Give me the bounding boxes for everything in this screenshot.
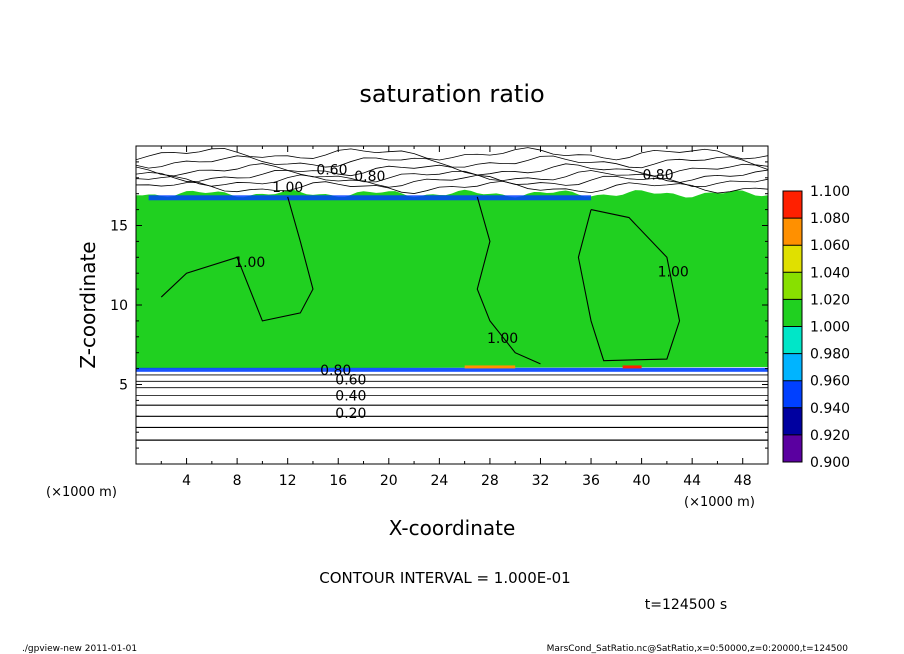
colorbar-tick-label: 0.960 xyxy=(810,374,850,390)
subsaturated-top-band xyxy=(148,195,592,201)
y-tick-label: 5 xyxy=(119,378,128,394)
contour-label: 0.80 xyxy=(320,363,351,379)
x-tick-label: 12 xyxy=(279,473,297,489)
colorbar-tick-label: 1.020 xyxy=(810,292,850,308)
colorbar-segment xyxy=(783,434,802,462)
x-tick-label: 28 xyxy=(481,473,499,489)
x-axis-label: X-coordinate xyxy=(389,516,516,540)
colorbar-segment xyxy=(783,191,802,219)
colorbar-segment xyxy=(783,380,802,408)
contour-line xyxy=(160,196,314,322)
colorbar-segment xyxy=(783,407,802,435)
contour-label: 0.20 xyxy=(335,406,366,422)
contour-label: 0.60 xyxy=(335,373,366,389)
colorbar-tick-label: 0.900 xyxy=(810,455,850,471)
colorbar-tick-label: 1.100 xyxy=(810,184,850,200)
x-tick-label: 4 xyxy=(182,473,191,489)
colorbar-tick-label: 1.080 xyxy=(810,211,850,227)
colorbar-tick-label: 1.060 xyxy=(810,238,850,254)
contour-label: 0.80 xyxy=(642,167,673,183)
x-axis-unit-left: (×1000 m) xyxy=(46,485,117,500)
contour-labels: 0.60 0.801.000.801.001.001.000.800.600.40… xyxy=(234,163,689,422)
x-tick-label: 40 xyxy=(633,473,651,489)
x-tick-label: 24 xyxy=(430,473,448,489)
x-tick-label: 16 xyxy=(329,473,347,489)
footer-left: ./gpview-new 2011-01-01 xyxy=(22,644,137,654)
colorbar-segment xyxy=(783,353,802,381)
colorbar-segment xyxy=(783,299,802,327)
colorbar-tick-label: 0.980 xyxy=(810,347,850,363)
x-axis-unit-right: (×1000 m) xyxy=(684,495,755,510)
colorbar-segment xyxy=(783,272,802,300)
y-axis: 5 10 15 xyxy=(110,161,768,449)
contour-line xyxy=(136,147,768,161)
x-axis: 4 8 12 16 20 24 28 32 36 40 44 48 xyxy=(160,146,769,489)
colorbar-tick-label: 0.920 xyxy=(810,428,850,444)
y-tick-label: 10 xyxy=(110,298,128,314)
contour-label: 1.00 xyxy=(658,264,689,280)
supersaturated-patch xyxy=(622,365,642,369)
colorbar-tick-label: 0.940 xyxy=(810,401,850,417)
colorbar-segment xyxy=(783,326,802,354)
x-tick-label: 20 xyxy=(380,473,398,489)
x-tick-label: 8 xyxy=(233,473,242,489)
subsaturated-bottom-band xyxy=(136,367,768,372)
contour-line xyxy=(136,155,768,169)
saturated-region xyxy=(136,189,768,369)
contour-label: 0.60 xyxy=(316,163,347,179)
colorbar-segment xyxy=(783,218,802,246)
colorbar-tick-label: 1.000 xyxy=(810,320,850,336)
contour-interval-label: CONTOUR INTERVAL = 1.000E-01 xyxy=(319,569,570,587)
contour-label: 0.40 xyxy=(335,388,366,404)
y-axis-label: Z-coordinate xyxy=(76,241,100,368)
chart-title: saturation ratio xyxy=(359,80,544,108)
plot-area xyxy=(136,146,768,464)
contour-label: 1.00 xyxy=(234,255,265,271)
contour-label: 1.00 xyxy=(487,331,518,347)
contour-label: 1.00 xyxy=(272,180,303,196)
y-tick-label: 15 xyxy=(110,219,128,235)
saturation-field xyxy=(136,189,768,372)
contour-line xyxy=(476,196,541,365)
contour-lines xyxy=(136,147,768,441)
supersaturated-patch xyxy=(464,365,516,369)
contour-line xyxy=(136,163,768,177)
contour-line xyxy=(577,209,681,362)
footer-right: MarsCond_SatRatio.nc@SatRatio,x=0:50000,… xyxy=(547,644,849,654)
x-tick-label: 32 xyxy=(532,473,550,489)
x-tick-label: 48 xyxy=(734,473,752,489)
contour-line xyxy=(136,180,768,194)
colorbar: 0.900 0.920 0.940 0.960 0.980 1.000 1.020 1.040… xyxy=(782,184,850,471)
contour-line xyxy=(136,169,768,183)
time-label: t=124500 s xyxy=(645,597,727,613)
colorbar-segment xyxy=(783,245,802,273)
colorbar-tick-label: 1.040 xyxy=(810,265,850,281)
x-tick-label: 36 xyxy=(582,473,600,489)
contour-label: 0.80 xyxy=(354,169,385,185)
x-tick-label: 44 xyxy=(683,473,701,489)
